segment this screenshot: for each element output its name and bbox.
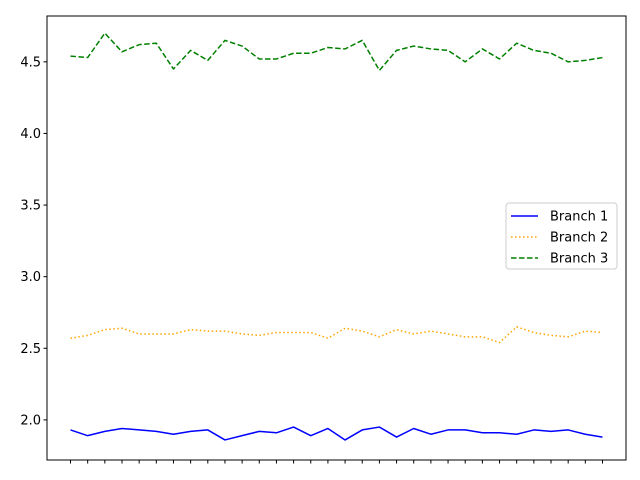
y-tick-label: 2.0	[20, 413, 41, 428]
y-axis: 2.0 2.5 3.0 3.5 4.0 4.5	[20, 55, 47, 428]
series-line-branch-3	[70, 32, 603, 72]
plot-frame	[46, 15, 627, 461]
series-layer	[70, 32, 603, 441]
y-tick-label: 4.5	[20, 55, 41, 70]
series-line-branch-2	[70, 326, 603, 344]
legend: Branch 1 Branch 2 Branch 3	[505, 202, 618, 270]
y-tick-label: 4.0	[20, 127, 41, 142]
legend-label-branch-2: Branch 2	[550, 231, 608, 246]
series-line-branch-1	[70, 426, 603, 441]
y-tick-label: 3.0	[20, 270, 41, 285]
legend-label-branch-1: Branch 1	[550, 210, 608, 225]
legend-box	[505, 202, 618, 270]
x-axis	[70, 460, 603, 464]
y-tick-label: 3.5	[20, 199, 41, 214]
y-tick-label: 2.5	[20, 342, 41, 357]
legend-label-branch-3: Branch 3	[550, 252, 608, 267]
